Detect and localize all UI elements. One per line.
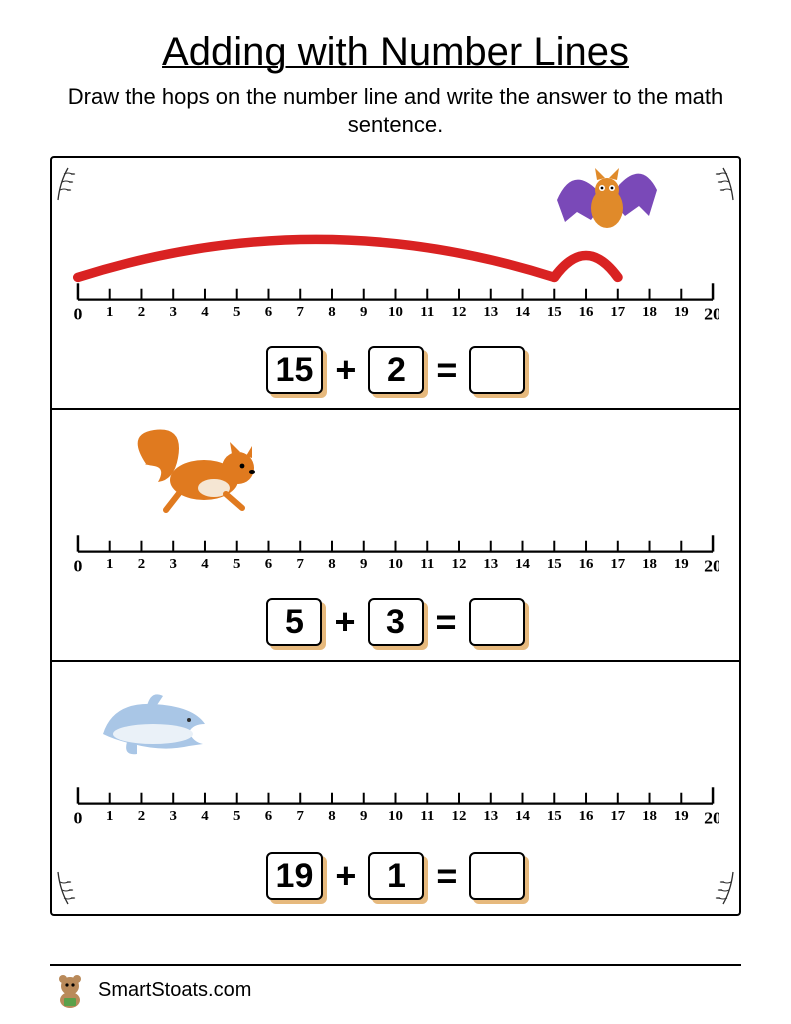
- equation-row: 15 + 2 =: [52, 346, 739, 394]
- svg-text:13: 13: [483, 305, 498, 320]
- svg-text:14: 14: [515, 305, 530, 320]
- leaf-decoration-icon: [693, 160, 737, 204]
- svg-text:19: 19: [674, 557, 689, 572]
- svg-text:6: 6: [265, 557, 272, 572]
- footer: SmartStoats.com: [50, 964, 741, 1010]
- equation-row: 5 + 3 =: [52, 598, 739, 646]
- leaf-decoration-icon: [54, 160, 98, 204]
- plus-sign: +: [333, 349, 358, 391]
- addend-b-box: 3: [368, 598, 424, 646]
- dolphin-icon: [93, 684, 213, 764]
- svg-text:0: 0: [73, 809, 82, 827]
- equals-sign: =: [434, 601, 459, 643]
- plus-sign: +: [332, 601, 357, 643]
- svg-text:18: 18: [642, 305, 657, 320]
- answer-box[interactable]: [469, 598, 525, 646]
- number-line: 01234567891011121314151617181920: [72, 780, 719, 840]
- problem-panel: 01234567891011121314151617181920 5 + 3 =: [52, 410, 739, 662]
- svg-text:2: 2: [138, 305, 145, 320]
- svg-text:8: 8: [328, 809, 335, 824]
- svg-text:17: 17: [610, 557, 625, 572]
- svg-text:15: 15: [547, 557, 562, 572]
- svg-text:20: 20: [704, 557, 719, 575]
- addend-a-box: 5: [266, 598, 322, 646]
- svg-text:20: 20: [704, 305, 719, 323]
- svg-text:6: 6: [265, 809, 272, 824]
- equals-sign: =: [434, 855, 459, 897]
- addend-b-box: 2: [368, 346, 424, 394]
- svg-text:16: 16: [579, 557, 594, 572]
- svg-text:15: 15: [547, 809, 562, 824]
- problem-panel: 01234567891011121314151617181920 15 + 2 …: [52, 158, 739, 410]
- svg-text:19: 19: [674, 305, 689, 320]
- svg-text:17: 17: [610, 809, 625, 824]
- svg-text:10: 10: [388, 557, 403, 572]
- number-line: 01234567891011121314151617181920: [72, 276, 719, 336]
- svg-text:16: 16: [579, 305, 594, 320]
- svg-text:3: 3: [169, 557, 176, 572]
- svg-text:14: 14: [515, 557, 530, 572]
- svg-text:1: 1: [106, 305, 113, 320]
- worksheet-title: Adding with Number Lines: [50, 30, 741, 75]
- problem-panel: 01234567891011121314151617181920 19 + 1 …: [52, 662, 739, 914]
- svg-text:12: 12: [452, 809, 467, 824]
- svg-text:11: 11: [420, 305, 434, 320]
- svg-text:5: 5: [233, 809, 240, 824]
- footer-site: SmartStoats.com: [98, 979, 251, 1002]
- addend-a-box: 19: [266, 852, 324, 900]
- svg-text:12: 12: [452, 557, 467, 572]
- svg-text:7: 7: [297, 809, 304, 824]
- addend-a-box: 15: [266, 346, 324, 394]
- svg-text:3: 3: [169, 809, 176, 824]
- number-line: 01234567891011121314151617181920: [72, 528, 719, 588]
- svg-text:18: 18: [642, 557, 657, 572]
- svg-text:5: 5: [233, 305, 240, 320]
- svg-text:2: 2: [138, 557, 145, 572]
- svg-text:0: 0: [73, 557, 82, 575]
- svg-text:4: 4: [201, 809, 208, 824]
- svg-text:13: 13: [483, 557, 498, 572]
- svg-text:6: 6: [265, 305, 272, 320]
- svg-text:14: 14: [515, 809, 530, 824]
- svg-text:9: 9: [360, 809, 367, 824]
- svg-text:13: 13: [483, 809, 498, 824]
- svg-text:4: 4: [201, 305, 208, 320]
- svg-text:9: 9: [360, 305, 367, 320]
- problems-frame: 01234567891011121314151617181920 15 + 2 …: [50, 156, 741, 916]
- svg-text:17: 17: [610, 305, 625, 320]
- svg-text:11: 11: [420, 557, 434, 572]
- svg-text:18: 18: [642, 809, 657, 824]
- mascot-icon: [50, 970, 90, 1010]
- svg-text:5: 5: [233, 557, 240, 572]
- svg-text:2: 2: [138, 809, 145, 824]
- svg-text:1: 1: [106, 809, 113, 824]
- squirrel-icon: [134, 424, 284, 520]
- svg-text:8: 8: [328, 557, 335, 572]
- equals-sign: =: [434, 349, 459, 391]
- svg-text:1: 1: [106, 557, 113, 572]
- svg-text:12: 12: [452, 305, 467, 320]
- svg-text:7: 7: [297, 305, 304, 320]
- svg-text:9: 9: [360, 557, 367, 572]
- answer-box[interactable]: [469, 852, 525, 900]
- svg-text:10: 10: [388, 809, 403, 824]
- svg-text:20: 20: [704, 809, 719, 827]
- bat-icon: [547, 160, 667, 246]
- equation-row: 19 + 1 =: [52, 852, 739, 900]
- svg-text:11: 11: [420, 809, 434, 824]
- svg-text:0: 0: [73, 305, 82, 323]
- answer-box[interactable]: [469, 346, 525, 394]
- svg-text:4: 4: [201, 557, 208, 572]
- svg-text:15: 15: [547, 305, 562, 320]
- svg-text:3: 3: [169, 305, 176, 320]
- svg-text:16: 16: [579, 809, 594, 824]
- instructions-text: Draw the hops on the number line and wri…: [50, 83, 741, 138]
- addend-b-box: 1: [368, 852, 424, 900]
- svg-text:8: 8: [328, 305, 335, 320]
- svg-text:7: 7: [297, 557, 304, 572]
- svg-text:10: 10: [388, 305, 403, 320]
- plus-sign: +: [333, 855, 358, 897]
- svg-text:19: 19: [674, 809, 689, 824]
